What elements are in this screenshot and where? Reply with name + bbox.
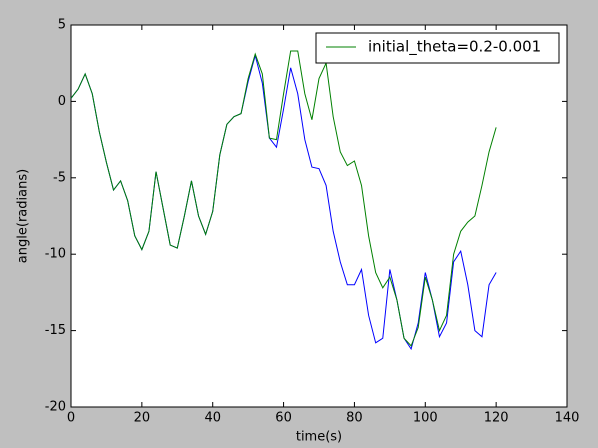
y-tick-label: -10	[45, 247, 66, 262]
x-tick-label: 20	[134, 411, 151, 426]
legend-box	[315, 32, 560, 64]
series-line	[70, 50, 497, 347]
y-tick-label: -20	[45, 400, 66, 415]
y-tick-label: 0	[58, 94, 66, 109]
x-tick-label: 120	[484, 411, 509, 426]
x-tick-label: 100	[413, 411, 438, 426]
y-tick-label: 5	[58, 18, 66, 33]
x-tick-label: 80	[346, 411, 363, 426]
x-tick-label: 0	[67, 411, 75, 426]
x-tick-label: 40	[204, 411, 221, 426]
plot-area	[70, 24, 568, 408]
legend-label: initial_theta=0.2-0.001	[368, 38, 541, 57]
x-tick-label: 140	[555, 411, 580, 426]
y-axis-label: angle(radians)	[16, 169, 31, 263]
y-tick-label: -15	[45, 323, 66, 338]
x-tick-label: 60	[275, 411, 292, 426]
x-axis-label: time(s)	[296, 430, 342, 445]
y-tick-label: -5	[53, 170, 66, 185]
